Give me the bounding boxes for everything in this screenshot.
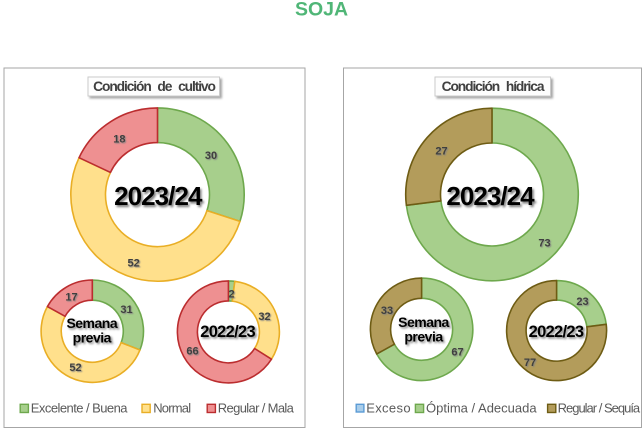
svg-text:30: 30 [205,150,217,162]
svg-text:77: 77 [524,357,536,369]
svg-text:Condición de cultivo: Condición de cultivo [93,79,215,94]
svg-text:previa: previa [404,329,443,345]
svg-text:31: 31 [120,304,132,316]
svg-text:52: 52 [127,257,139,269]
svg-text:Semana: Semana [66,315,117,331]
svg-text:Regular / Sequía: Regular / Sequía [558,401,641,416]
svg-text:Excelente / Buena: Excelente / Buena [31,401,128,416]
svg-text:66: 66 [186,346,198,358]
svg-text:Condición hídrica: Condición hídrica [442,79,545,94]
svg-text:73: 73 [538,238,550,250]
svg-text:Regular / Mala: Regular / Mala [218,401,295,416]
svg-text:27: 27 [435,146,447,158]
svg-text:2023/24: 2023/24 [114,181,203,211]
svg-text:17: 17 [65,292,77,304]
svg-text:52: 52 [69,362,81,374]
svg-text:67: 67 [451,347,463,359]
svg-text:Óptima / Adecuada: Óptima / Adecuada [426,401,537,416]
svg-text:Exceso: Exceso [366,401,411,416]
svg-text:32: 32 [258,311,270,323]
svg-text:Semana: Semana [398,314,449,330]
svg-text:18: 18 [113,134,125,146]
svg-text:2023/24: 2023/24 [446,181,535,211]
svg-text:SOJA: SOJA [295,0,348,21]
svg-text:23: 23 [576,296,588,308]
svg-text:2: 2 [228,289,234,301]
svg-text:previa: previa [73,330,112,346]
svg-text:2022/23: 2022/23 [529,323,584,341]
svg-text:Normal: Normal [153,401,191,416]
svg-text:2022/23: 2022/23 [200,323,255,341]
svg-text:33: 33 [381,305,393,317]
